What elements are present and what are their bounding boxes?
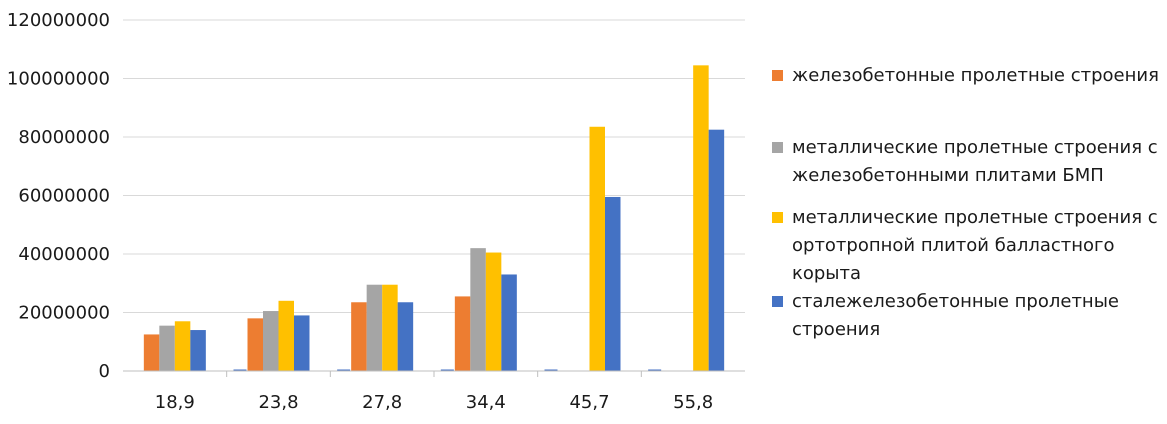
legend-label: железобетонные пролетные строения: [792, 65, 1159, 86]
bar-1-1: [263, 311, 279, 371]
legend-label: металлические пролетные строения с ортот…: [792, 207, 1158, 284]
baseline-mark: [233, 369, 247, 371]
y-tick-label: 120000000: [7, 10, 110, 31]
bar-0-0: [143, 334, 160, 371]
bar-0-3: [454, 296, 471, 371]
bar-2-0: [174, 321, 191, 371]
baseline-mark: [337, 369, 351, 371]
y-tick-label: 60000000: [18, 186, 110, 207]
legend: железобетонные пролетные строения металл…: [770, 62, 1160, 358]
y-tick-label: 100000000: [7, 69, 110, 90]
y-tick-label: 0: [99, 361, 110, 382]
bar-1-0: [159, 325, 175, 371]
bar-3-5: [708, 129, 725, 371]
legend-item-metal-bmp: металлические пролетные строения с желез…: [770, 134, 1160, 190]
x-tick-label: 18,9: [155, 392, 195, 413]
legend-label: металлические пролетные строения с желез…: [792, 137, 1158, 186]
x-tick-label: 34,4: [466, 392, 506, 413]
y-tick-label: 80000000: [18, 127, 110, 148]
y-tick-label: 40000000: [18, 244, 110, 265]
legend-item-metal-orthotropic: металлические пролетные строения с ортот…: [770, 204, 1160, 288]
legend-label: сталежелезобетонные пролетные строения: [792, 291, 1119, 340]
bar-2-5: [693, 65, 709, 372]
bar-2-2: [382, 284, 398, 371]
bar-3-3: [501, 274, 517, 371]
bar-2-4: [589, 126, 605, 371]
bar-1-3: [470, 248, 486, 371]
bar-2-1: [278, 300, 294, 371]
legend-swatch: [772, 212, 783, 223]
bar-3-0: [190, 330, 206, 371]
bar-3-1: [294, 315, 310, 371]
x-tick-label: 45,7: [569, 392, 609, 413]
bar-2-3: [485, 252, 502, 371]
bars: [143, 65, 725, 372]
legend-swatch: [772, 296, 783, 307]
x-tick-label: 23,8: [258, 392, 298, 413]
legend-item-steel-concrete: сталежелезобетонные пролетные строения: [770, 288, 1160, 344]
bar-0-1: [247, 318, 263, 371]
baseline-mark: [544, 369, 558, 371]
baseline-mark: [440, 369, 454, 371]
x-tick-label: 55,8: [673, 392, 713, 413]
y-axis-ticks: 0 20000000 40000000 60000000 80000000 1000000…: [7, 10, 110, 382]
baseline-mark: [648, 369, 662, 371]
legend-item-reinforced-concrete: железобетонные пролетные строения: [770, 62, 1160, 90]
legend-swatch: [772, 70, 783, 81]
x-axis-ticks: 18,9 23,8 27,8 34,4 45,7 55,8: [155, 392, 713, 413]
gridlines: [123, 19, 745, 313]
x-axis: [123, 370, 745, 377]
y-tick-label: 20000000: [18, 303, 110, 324]
bar-chart: 0 20000000 40000000 60000000 80000000 1000000…: [7, 10, 745, 413]
bar-1-2: [366, 284, 383, 371]
legend-swatch: [772, 142, 783, 153]
bar-3-2: [397, 302, 414, 371]
bar-3-4: [605, 196, 621, 371]
x-tick-label: 27,8: [362, 392, 402, 413]
bar-0-2: [351, 302, 367, 371]
